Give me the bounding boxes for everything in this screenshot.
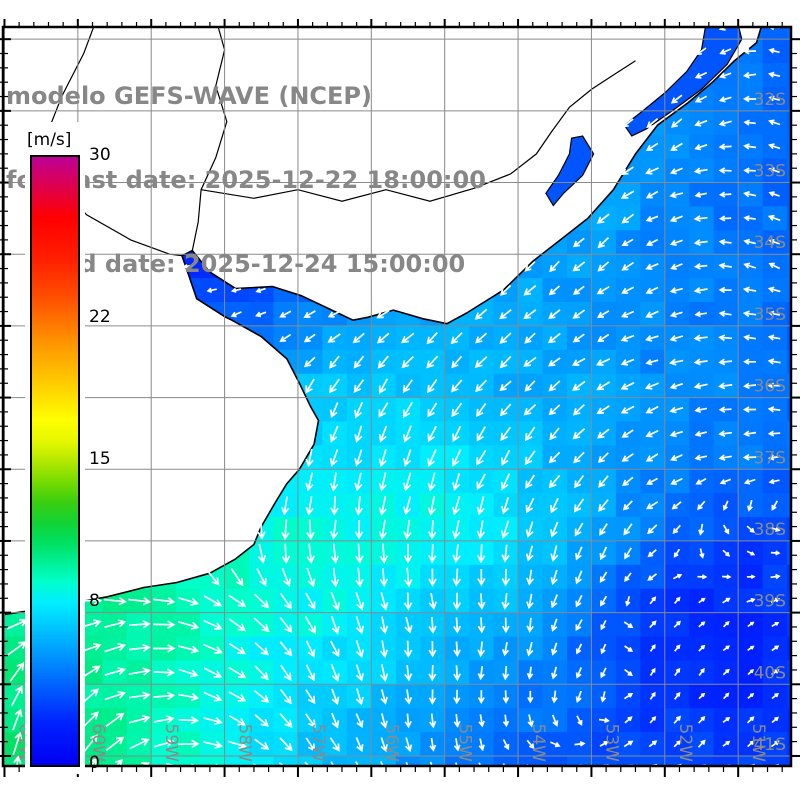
lat-label: 38S (754, 520, 786, 540)
lon-label: 52W (675, 724, 695, 763)
wind-vector-arrows (3, 27, 781, 766)
lat-label: 34S (754, 233, 786, 253)
lat-label: 33S (754, 162, 786, 182)
plot-frame (0, 19, 800, 777)
rio-uruguay (191, 27, 228, 251)
graticule (3, 27, 791, 766)
lat-label: 32S (754, 90, 786, 110)
land-layer (3, 27, 763, 616)
lon-label: 51W (748, 724, 768, 763)
lon-label: 60W (88, 724, 108, 763)
colorbar-tick-label: 8 (89, 590, 100, 611)
lat-label: 39S (754, 592, 786, 612)
colorbar-unit-label: [m/s] (27, 130, 72, 150)
lat-label: 37S (754, 448, 786, 468)
lon-label: 58W (235, 724, 255, 763)
colorbar-tick-label: 15 (89, 449, 111, 469)
lon-label: 57W (308, 724, 328, 763)
colorbar-tick-label: 22 (89, 307, 111, 328)
lat-label: 35S (754, 305, 786, 325)
lon-label: 53W (601, 724, 621, 763)
rio-negro (201, 60, 636, 202)
colorbar-tick-label: 30 (89, 145, 111, 165)
lat-label: 36S (754, 377, 786, 397)
colorbar-tick-label: 0 (89, 753, 100, 773)
colorbar-gradient (30, 155, 80, 767)
lagoa-mirim (545, 135, 595, 207)
lat-label: 40S (754, 663, 786, 683)
lon-label: 56W (381, 724, 401, 763)
lon-label: 54W (528, 724, 548, 763)
lat-label: 41S (754, 735, 786, 755)
colorbar: [m/s] 30 22 15 8 0 (25, 122, 111, 774)
lon-label: 59W (161, 724, 181, 763)
lon-label: 55W (455, 724, 475, 763)
